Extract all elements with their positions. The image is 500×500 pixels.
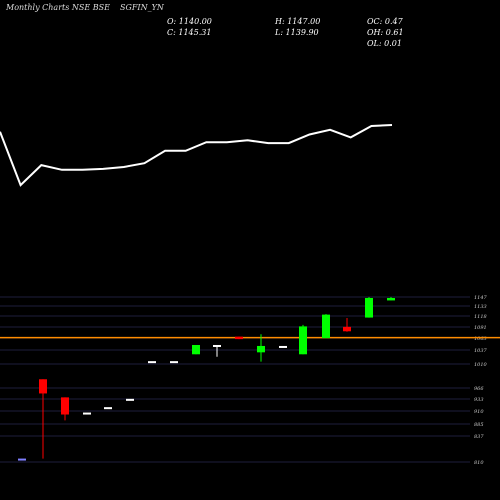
candle-body <box>387 297 395 301</box>
candle-body <box>235 336 243 340</box>
y-tick-label: 933 <box>474 397 484 403</box>
y-tick-label: 1063 <box>474 336 487 342</box>
ol-readout: OL: 0.01 <box>367 39 402 48</box>
oc-readout: OC: 0.47 <box>367 17 403 26</box>
y-tick-label: 1010 <box>474 362 488 368</box>
y-tick-label: 1091 <box>474 325 487 331</box>
low-readout: L: 1139.90 <box>275 28 319 37</box>
chart-header-symbol: SGFIN_YN <box>120 3 164 12</box>
candle-body <box>104 407 112 410</box>
candle-body <box>299 326 307 355</box>
y-tick-label: 1118 <box>474 314 487 320</box>
candle-body <box>39 379 47 394</box>
close-readout: C: 1145.31 <box>167 28 212 37</box>
candle-body <box>61 397 69 415</box>
candle-body <box>126 398 134 401</box>
price-line <box>0 124 393 187</box>
y-tick-label: 1037 <box>474 348 488 354</box>
candle-body <box>192 344 200 355</box>
chart-header-left: Monthly Charts NSE BSE <box>6 3 110 12</box>
candle-body <box>365 297 373 318</box>
candle-body <box>279 345 287 348</box>
candle-body <box>343 326 351 332</box>
candle-body <box>148 361 156 364</box>
oh-readout: OH: 0.61 <box>367 28 404 37</box>
y-tick-label: 1133 <box>474 304 487 310</box>
open-readout: O: 1140.00 <box>167 17 212 26</box>
high-readout: H: 1147.00 <box>275 17 321 26</box>
y-tick-label: 810 <box>474 460 484 466</box>
y-tick-label: 1147 <box>474 295 488 301</box>
candle-body <box>18 458 26 461</box>
candle-body <box>257 345 265 353</box>
candle-body <box>213 344 221 347</box>
candle-body <box>322 314 330 339</box>
y-tick-label: 966 <box>474 386 484 392</box>
candle-body <box>83 412 91 415</box>
y-tick-label: 837 <box>474 434 484 440</box>
y-tick-label: 885 <box>474 422 484 428</box>
candle-body <box>170 361 178 364</box>
y-tick-label: 910 <box>474 409 484 415</box>
